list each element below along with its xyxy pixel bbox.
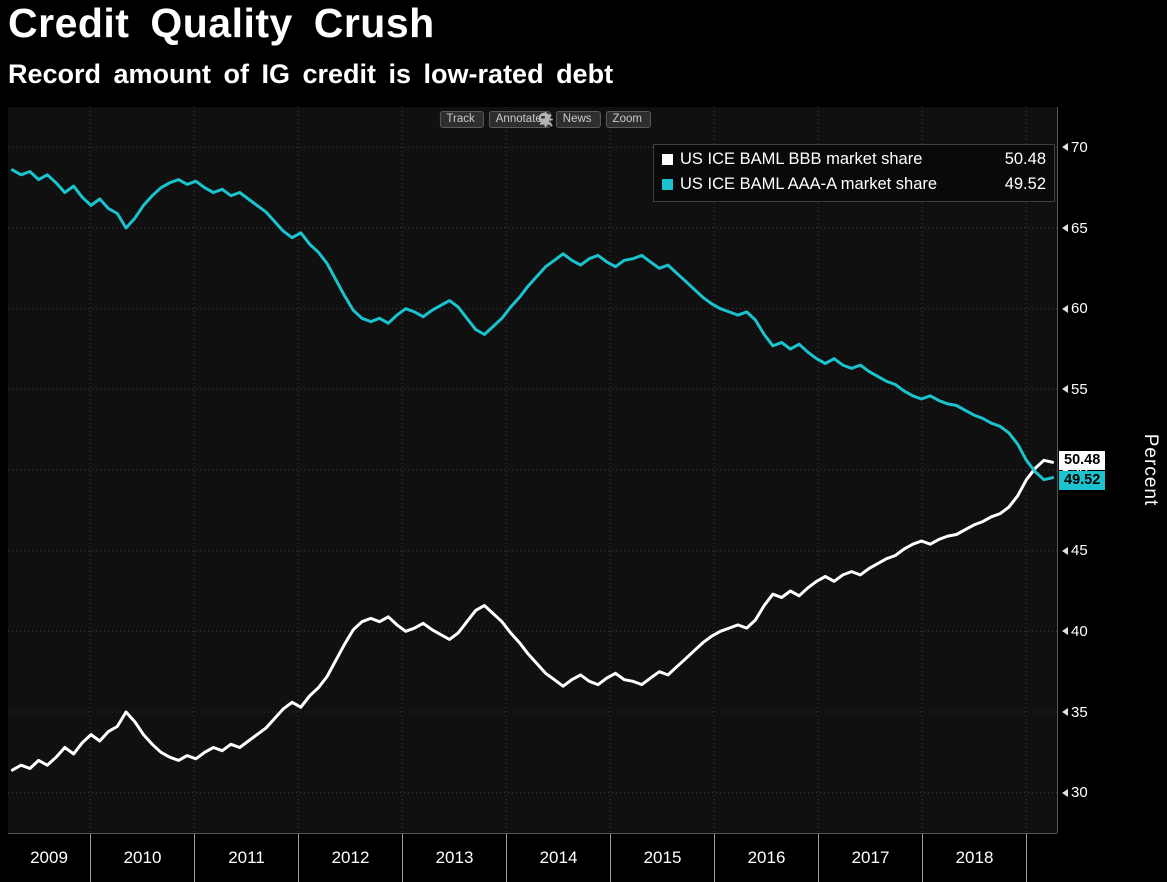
x-axis-empty-cell [1026, 834, 1057, 882]
y-axis-title: Percent [1140, 433, 1161, 507]
tick-arrow-icon [1062, 708, 1068, 716]
x-axis-year-2010: 2010 [90, 834, 194, 882]
chart-legend: US ICE BAML BBB market share 50.48 US IC… [653, 144, 1055, 202]
tick-arrow-icon [1062, 224, 1068, 232]
x-axis-year-2011: 2011 [194, 834, 298, 882]
bbb-series-swatch-icon [662, 154, 673, 165]
y-axis-tick-45: 45 [1062, 542, 1088, 560]
y-axis-tick-60: 60 [1062, 300, 1088, 318]
x-axis-year-2018: 2018 [922, 834, 1026, 882]
tick-label: 55 [1071, 380, 1088, 398]
last-value-flag-bbb: 50.48 [1059, 451, 1106, 471]
tick-label: 40 [1071, 622, 1088, 640]
aaa-series-swatch-icon [662, 179, 673, 190]
tick-label: 65 [1071, 219, 1088, 237]
zoom-button[interactable]: Zoom [538, 111, 651, 128]
legend-row-aaa[interactable]: US ICE BAML AAA-A market share 49.52 [662, 172, 1046, 197]
page-title: Credit Quality Crush [8, 0, 435, 46]
legend-value-bbb: 50.48 [1004, 150, 1046, 168]
chart-toolbar: Track Annotate News Zoom [439, 111, 651, 128]
legend-label-aaa: US ICE BAML AAA-A market share [680, 175, 938, 193]
annotate-button-label: Annotate [495, 113, 542, 125]
x-axis-year-2012: 2012 [298, 834, 402, 882]
y-axis-tick-40: 40 [1062, 622, 1088, 640]
tick-arrow-icon [1062, 143, 1068, 152]
y-axis-tick-30: 30 [1062, 784, 1088, 802]
page-subtitle: Record amount of IG credit is low-rated … [8, 59, 614, 89]
tick-arrow-icon [1062, 788, 1068, 797]
last-value-flag-aaa: 49.52 [1059, 470, 1106, 490]
news-button[interactable]: News [539, 111, 601, 128]
x-axis-year-2017: 2017 [818, 834, 922, 882]
tick-label: 30 [1071, 784, 1088, 802]
tick-arrow-icon [1062, 385, 1068, 394]
tick-label: 70 [1071, 138, 1088, 156]
tick-arrow-icon [1062, 304, 1068, 313]
x-axis-year-2016: 2016 [714, 834, 818, 882]
y-axis-tick-65: 65 [1062, 219, 1088, 237]
tick-label: 60 [1071, 300, 1088, 318]
x-axis-year-2009: 2009 [30, 848, 68, 867]
news-button-label: News [562, 113, 592, 125]
plot-canvas[interactable]: Track Annotate News Zoom [8, 107, 1057, 833]
tick-label: 45 [1071, 542, 1088, 560]
annotate-button[interactable]: Annotate [488, 111, 551, 128]
legend-value-aaa: 49.52 [1004, 175, 1046, 193]
legend-label-bbb: US ICE BAML BBB market share [680, 150, 923, 168]
chart-svg [8, 107, 1057, 833]
tick-arrow-icon [1062, 546, 1068, 555]
y-axis-tick-55: 55 [1062, 380, 1088, 398]
tick-label: 35 [1071, 703, 1088, 721]
x-axis-year-2013: 2013 [402, 834, 506, 882]
legend-row-bbb[interactable]: US ICE BAML BBB market share 50.48 [662, 147, 1046, 172]
x-axis: 2009 2010 2011 2012 2013 2014 2015 2016 2017 2018 [8, 833, 1057, 882]
zoom-button-label: Zoom [612, 113, 642, 125]
x-axis-year-2014: 2014 [506, 834, 610, 882]
y-axis-tick-70: 70 [1062, 138, 1088, 156]
x-axis-year-2015: 2015 [610, 834, 714, 882]
track-button-label: Track [446, 113, 475, 125]
tick-arrow-icon [1062, 627, 1068, 636]
zoom-magnifier-icon [538, 112, 553, 127]
y-axis-tick-35: 35 [1062, 703, 1088, 721]
